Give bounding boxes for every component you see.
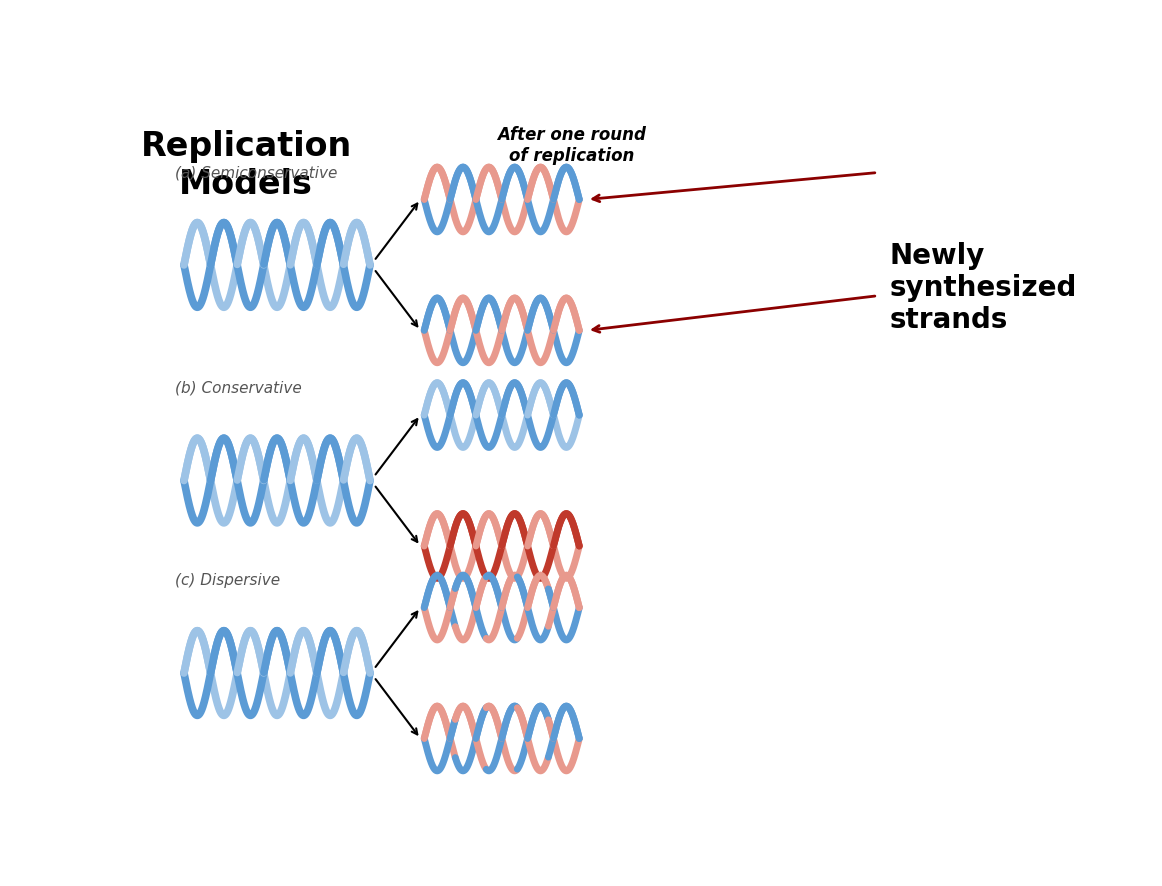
Text: (b) Conservative: (b) Conservative <box>174 381 301 396</box>
Text: (c) Dispersive: (c) Dispersive <box>174 573 280 588</box>
Text: Newly
synthesized
strands: Newly synthesized strands <box>889 242 1077 334</box>
Text: (a) Semiconservative: (a) Semiconservative <box>174 166 337 180</box>
Text: Replication
Models: Replication Models <box>141 130 352 201</box>
Text: After one round
of replication: After one round of replication <box>497 127 646 165</box>
